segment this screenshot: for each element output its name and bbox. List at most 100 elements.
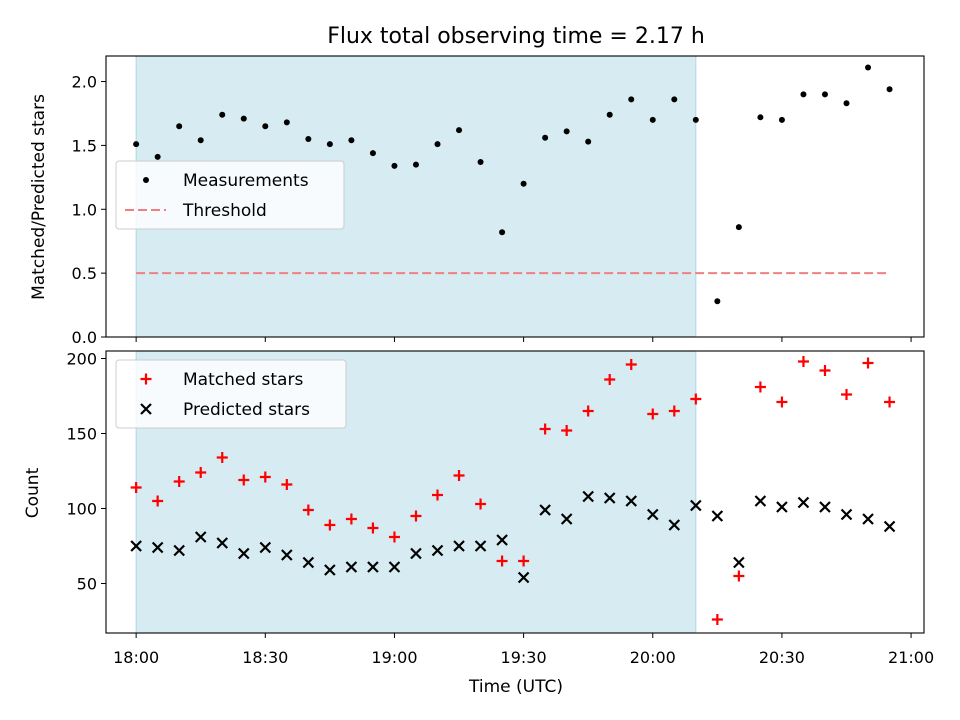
measurement-point <box>649 116 656 123</box>
measurement-point <box>197 137 204 144</box>
top-y-axis-label: Matched/Predicted stars <box>29 94 49 300</box>
matched-stars-point <box>259 471 271 483</box>
bottom-y-axis-label: Count <box>23 467 43 518</box>
measurement-point <box>757 114 764 121</box>
matched-stars-point <box>690 393 702 405</box>
predicted-stars-point <box>130 540 142 552</box>
matched-stars-point <box>388 531 400 543</box>
predicted-stars-point <box>517 571 530 584</box>
measurement-point <box>305 136 312 143</box>
measurement-point <box>520 180 527 187</box>
x-tick-label: 19:30 <box>501 648 547 667</box>
matched-stars-point <box>625 359 637 370</box>
matched-stars-point <box>152 495 164 507</box>
bottom-panel-marks <box>130 356 896 625</box>
predicted-stars-point <box>367 561 379 573</box>
matched-stars-point <box>561 425 573 436</box>
x-tick-label: 19:00 <box>371 648 417 667</box>
measurement-point <box>563 128 570 135</box>
x-tick-label: 20:30 <box>759 648 805 667</box>
matched-stars-point <box>130 482 142 493</box>
matched-stars-point <box>475 498 487 510</box>
predicted-stars-point <box>259 541 272 554</box>
matched-stars-point <box>432 489 444 501</box>
measurement-point <box>606 111 613 118</box>
top-panel: 0.00.51.01.52.0 Matched/Predicted stars … <box>29 55 925 347</box>
measurement-point <box>412 161 419 168</box>
measurement-point <box>865 64 872 71</box>
measurement-point <box>326 141 333 148</box>
predicted-stars-point <box>797 496 810 509</box>
y-tick-label: 0.5 <box>72 264 97 283</box>
measurement-point <box>456 127 463 134</box>
legend-predicted-swatch <box>140 403 152 415</box>
matched-stars-point <box>819 365 831 376</box>
measurement-point <box>671 96 678 103</box>
measurement-point <box>240 115 247 122</box>
predicted-stars-point <box>173 544 185 557</box>
predicted-stars-point <box>603 492 616 504</box>
predicted-stars-point <box>560 513 573 525</box>
matched-stars-point <box>281 479 293 490</box>
measurement-point <box>176 123 183 130</box>
measurement-point <box>778 116 785 123</box>
measurement-point <box>886 86 893 93</box>
predicted-stars-point <box>819 501 831 513</box>
matched-stars-point <box>216 452 228 463</box>
matched-stars-point <box>238 474 250 486</box>
y-tick-label: 150 <box>66 425 97 444</box>
matched-stars-point <box>862 357 874 369</box>
predicted-stars-point <box>194 531 207 543</box>
predicted-stars-point <box>690 499 702 512</box>
matched-stars-point <box>711 614 723 625</box>
legend-label: Threshold <box>182 201 267 221</box>
matched-stars-point <box>345 513 357 525</box>
predicted-stars-point <box>431 544 444 557</box>
chart-title: Flux total observing time = 2.17 h <box>327 24 705 49</box>
measurement-point <box>434 141 441 148</box>
y-tick-label: 100 <box>66 500 97 519</box>
top-legend: Measurements Threshold <box>115 160 345 230</box>
matched-stars-point <box>367 522 379 534</box>
matched-stars-point <box>195 467 207 478</box>
measurement-point <box>843 100 850 107</box>
x-tick-label: 18:00 <box>113 648 159 667</box>
legend-box <box>115 160 345 230</box>
legend-label: Matched stars <box>183 370 303 390</box>
predicted-stars-point <box>733 556 745 569</box>
matched-stars-point <box>884 396 896 408</box>
predicted-stars-point <box>776 501 788 513</box>
predicted-stars-point <box>646 508 659 521</box>
predicted-stars-point <box>840 508 853 521</box>
top-panel-marks <box>133 64 893 305</box>
predicted-stars-point <box>754 495 767 507</box>
predicted-stars-point <box>345 561 358 573</box>
matched-stars-point <box>604 374 616 385</box>
predicted-stars-point <box>453 540 465 552</box>
predicted-stars-point <box>496 534 508 546</box>
measurement-point <box>714 298 721 305</box>
predicted-stars-point <box>237 547 250 560</box>
bottom-y-ticks: 50 100 150 200 <box>66 350 106 594</box>
measurement-point <box>154 153 161 160</box>
matched-stars-point <box>733 570 745 582</box>
measurement-point <box>283 119 290 126</box>
predicted-stars-point <box>539 504 551 516</box>
predicted-stars-point <box>668 519 681 531</box>
measurement-point <box>821 91 828 98</box>
predicted-stars-point <box>151 541 164 554</box>
matched-stars-point <box>453 470 465 481</box>
matched-stars-point <box>582 405 594 417</box>
matched-stars-point <box>302 504 314 516</box>
bottom-legend: Matched stars Predicted stars <box>115 359 347 429</box>
measurement-point <box>477 159 484 166</box>
predicted-stars-point <box>883 520 896 533</box>
y-tick-label: 1.0 <box>72 200 97 219</box>
matched-stars-point <box>797 356 809 367</box>
predicted-stars-point <box>281 549 293 561</box>
legend-box <box>115 359 347 429</box>
matched-stars-point <box>668 405 680 417</box>
measurement-point <box>219 111 226 118</box>
legend-label: Measurements <box>183 171 309 191</box>
measurement-point <box>133 141 140 148</box>
